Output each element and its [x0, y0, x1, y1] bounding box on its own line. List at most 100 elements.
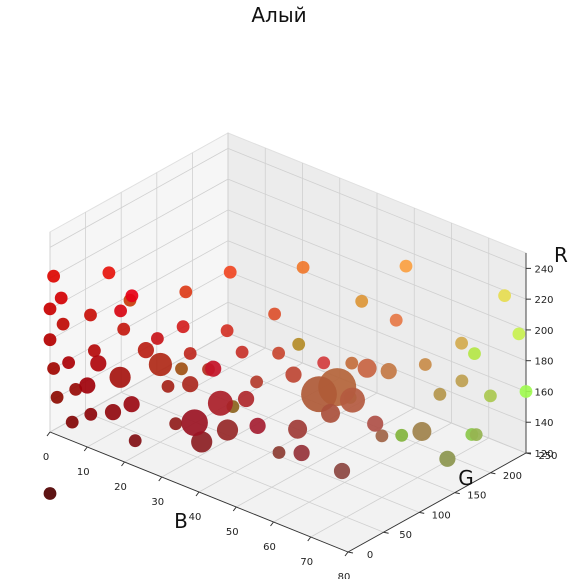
grid-line-b [310, 437, 489, 538]
z-tick-label: 240 [534, 264, 553, 275]
data-point [54, 291, 68, 305]
y-tick-mark [419, 511, 425, 514]
chart-title: Алый [251, 3, 306, 27]
data-point [395, 428, 409, 442]
grid-line-b [87, 347, 266, 448]
z-tick-label: 220 [534, 295, 553, 306]
data-point [69, 383, 83, 396]
data-point [161, 380, 175, 393]
data-point [88, 344, 101, 358]
x-tick-label: 0 [43, 452, 49, 463]
data-point [468, 347, 481, 360]
data-point [484, 389, 497, 403]
y-axis-line [347, 452, 527, 553]
y-tick-label: 50 [399, 530, 412, 541]
data-point [333, 462, 351, 480]
z-tick-label: 140 [534, 418, 553, 429]
data-point [433, 387, 447, 401]
z-tick-label: 200 [534, 326, 553, 337]
data-point [62, 356, 75, 369]
data-point [355, 294, 369, 308]
x-tick-label: 20 [114, 482, 127, 493]
data-point [412, 422, 432, 441]
x-tick-label: 50 [226, 527, 239, 538]
data-point [235, 345, 249, 359]
data-point [292, 337, 306, 351]
data-point [176, 320, 190, 334]
grid-line-r [227, 240, 527, 362]
x-tick-mark [158, 476, 163, 482]
data-point [272, 346, 285, 360]
data-point [79, 377, 96, 394]
data-point [321, 403, 340, 423]
data-point [169, 417, 183, 431]
data-point [90, 355, 107, 372]
grid-line-r [227, 209, 527, 331]
y-tick-label: 250 [538, 451, 557, 462]
data-point [512, 327, 526, 341]
data-point [179, 285, 193, 299]
data-point [65, 415, 79, 429]
data-point [317, 356, 331, 370]
data-point [216, 419, 239, 441]
data-point [220, 324, 234, 338]
data-point [104, 404, 122, 421]
y-tick-mark [347, 551, 354, 554]
x-tick-label: 10 [77, 467, 90, 478]
z-tick-label: 160 [534, 387, 553, 398]
y-axis-label: G [458, 466, 474, 490]
grid-line-g [121, 392, 420, 513]
data-point [47, 362, 60, 375]
grid-line-r [49, 148, 229, 248]
data-point [123, 396, 140, 413]
grid-line-r [227, 271, 527, 392]
data-point [250, 375, 263, 389]
data-point [418, 358, 432, 371]
data-point [125, 289, 139, 303]
data-point [439, 450, 456, 467]
x-tick-mark [344, 551, 349, 557]
x-tick-label: 40 [189, 512, 202, 523]
data-point [296, 261, 310, 274]
data-point [272, 446, 286, 459]
data-point [345, 356, 359, 370]
x-tick-label: 70 [300, 557, 313, 568]
data-point [183, 347, 197, 360]
data-point [43, 487, 57, 500]
grid-line-r [49, 178, 229, 279]
data-point [455, 336, 468, 350]
x-tick-mark [232, 506, 237, 512]
data-point [301, 376, 337, 413]
data-point [137, 342, 154, 359]
data-point [469, 428, 483, 441]
x-tick-mark [195, 491, 200, 497]
data-point [223, 265, 237, 279]
data-point [182, 376, 199, 393]
data-point [128, 434, 142, 448]
data-point [84, 407, 98, 421]
y-tick-mark [490, 472, 496, 475]
data-point [102, 266, 116, 280]
data-point [375, 429, 389, 443]
data-point [117, 322, 131, 336]
grid-line-r [227, 301, 527, 423]
y-tick-label: 100 [432, 510, 451, 521]
data-point [293, 444, 310, 462]
grid-line-r [49, 209, 229, 310]
y-tick-label: 0 [367, 550, 373, 561]
data-point [207, 390, 233, 416]
grid-line-r [227, 178, 527, 300]
z-tick-label: 120 [534, 449, 553, 460]
data-point [268, 307, 281, 321]
data-point [340, 387, 365, 413]
data-point [399, 259, 413, 273]
x-tick-label: 30 [151, 497, 164, 508]
x-axis-label: B [174, 509, 188, 533]
grid-line-b [236, 407, 415, 508]
x-tick-mark [307, 536, 312, 542]
x-tick-mark [46, 431, 51, 437]
data-point [56, 317, 70, 331]
x-tick-mark [270, 521, 274, 527]
